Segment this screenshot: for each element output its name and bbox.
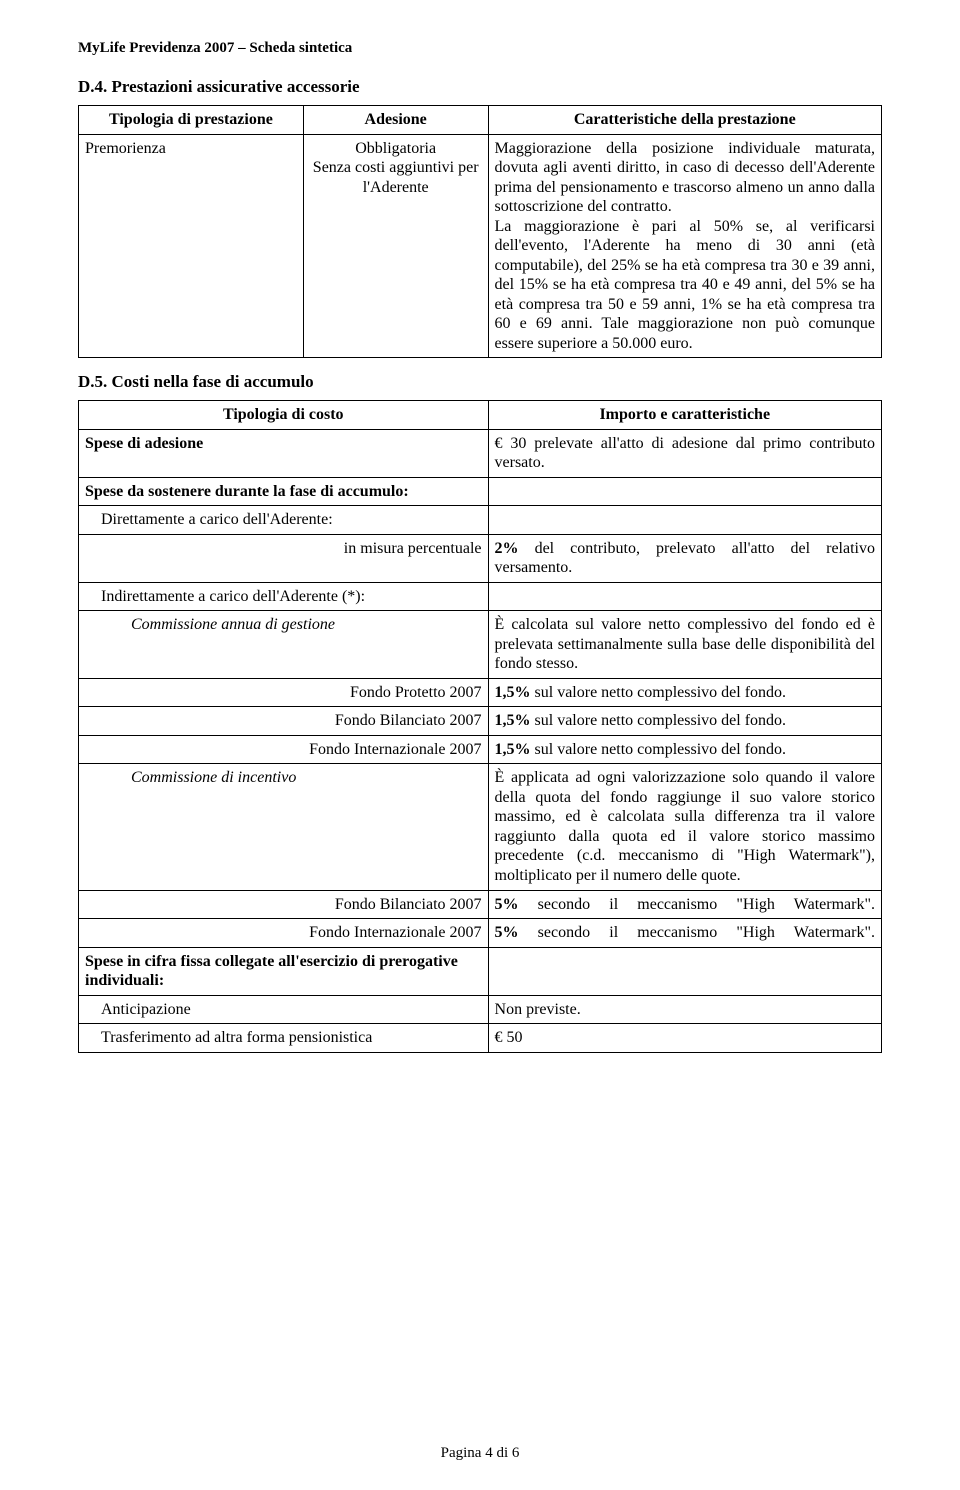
cost-label-cell: Direttamente a carico dell'Aderente: [79,506,489,535]
th-tipologia-prestazione: Tipologia di prestazione [79,106,304,135]
cost-value-cell [488,947,881,995]
table-row: Commissione di incentivoÈ applicata ad o… [79,764,882,890]
cost-value-cell [488,506,881,535]
cost-label-cell: Spese da sostenere durante la fase di ac… [79,477,489,506]
table-row: Trasferimento ad altra forma pensionisti… [79,1024,882,1053]
cost-value-cell: È applicata ad ogni valorizzazione solo … [488,764,881,890]
cost-value-cell [488,477,881,506]
cost-value-cell [488,582,881,611]
cost-label-cell: Fondo Bilanciato 2007 [79,890,489,919]
cost-value-cell: 1,5% sul valore netto complessivo del fo… [488,707,881,736]
cell-adesione: Obbligatoria Senza costi aggiuntivi per … [303,134,488,358]
table-row: Premorienza Obbligatoria Senza costi agg… [79,134,882,358]
cost-value-cell: € 30 prelevate all'atto di adesione dal … [488,429,881,477]
cost-label-cell: Fondo Protetto 2007 [79,678,489,707]
cost-label-cell: Spese in cifra fissa collegate all'eserc… [79,947,489,995]
cost-label-cell: Trasferimento ad altra forma pensionisti… [79,1024,489,1053]
section-d5-title: D.5. Costi nella fase di accumulo [78,372,882,392]
table-row: AnticipazioneNon previste. [79,995,882,1024]
table-row: Fondo Bilanciato 20071,5% sul valore net… [79,707,882,736]
cost-value-cell: 1,5% sul valore netto complessivo del fo… [488,735,881,764]
table-row: Fondo Internazionale 20075% secondo il m… [79,919,882,948]
cost-value-cell: 1,5% sul valore netto complessivo del fo… [488,678,881,707]
table-row: Direttamente a carico dell'Aderente: [79,506,882,535]
table-row: Tipologia di costo Importo e caratterist… [79,401,882,430]
cost-label-cell: Spese di adesione [79,429,489,477]
table-row: Indirettamente a carico dell'Aderente (*… [79,582,882,611]
table-row: Tipologia di prestazione Adesione Caratt… [79,106,882,135]
section-d4-title: D.4. Prestazioni assicurative accessorie [78,77,882,97]
cost-value-cell: € 50 [488,1024,881,1053]
th-caratteristiche: Caratteristiche della prestazione [488,106,881,135]
th-tipologia-costo: Tipologia di costo [79,401,489,430]
th-adesione: Adesione [303,106,488,135]
cost-label-cell: Commissione di incentivo [79,764,489,890]
page-header: MyLife Previdenza 2007 – Scheda sintetic… [78,40,882,57]
table-row: in misura percentuale2% del contributo, … [79,534,882,582]
document-page: MyLife Previdenza 2007 – Scheda sintetic… [0,0,960,1490]
table-d5: Tipologia di costo Importo e caratterist… [78,400,882,1052]
obbligatoria-label: Obbligatoria [355,140,436,157]
cell-premorienza: Premorienza [79,134,304,358]
cost-label-cell: Fondo Bilanciato 2007 [79,707,489,736]
cell-caratteristiche-text: Maggiorazione della posizione individual… [488,134,881,358]
th-importo: Importo e caratteristiche [488,401,881,430]
cost-label-cell: Commissione annua di gestione [79,611,489,679]
cost-value-cell: 2% del contributo, prelevato all'atto de… [488,534,881,582]
cost-label-cell: Indirettamente a carico dell'Aderente (*… [79,582,489,611]
table-d4: Tipologia di prestazione Adesione Caratt… [78,105,882,358]
cost-label-cell: Fondo Internazionale 2007 [79,735,489,764]
cost-label-cell: in misura percentuale [79,534,489,582]
table-row: Fondo Protetto 20071,5% sul valore netto… [79,678,882,707]
table-row: Spese in cifra fissa collegate all'eserc… [79,947,882,995]
cost-value-cell: 5% secondo il meccanismo "High Watermark… [488,890,881,919]
table-row: Commissione annua di gestioneÈ calcolata… [79,611,882,679]
senza-costi-label: Senza costi aggiuntivi per l'Aderente [313,159,479,196]
cost-value-cell: È calcolata sul valore netto complessivo… [488,611,881,679]
table-row: Fondo Bilanciato 20075% secondo il mecca… [79,890,882,919]
cost-label-cell: Fondo Internazionale 2007 [79,919,489,948]
cost-value-cell: Non previste. [488,995,881,1024]
table-row: Fondo Internazionale 20071,5% sul valore… [79,735,882,764]
cost-label-cell: Anticipazione [79,995,489,1024]
cost-value-cell: 5% secondo il meccanismo "High Watermark… [488,919,881,948]
page-footer: Pagina 4 di 6 [0,1445,960,1462]
table-row: Spese da sostenere durante la fase di ac… [79,477,882,506]
table-row: Spese di adesione€ 30 prelevate all'atto… [79,429,882,477]
